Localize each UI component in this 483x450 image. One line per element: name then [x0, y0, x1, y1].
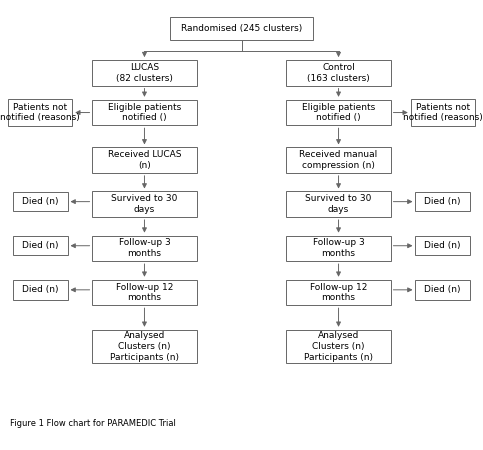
Text: Follow-up 12
months: Follow-up 12 months — [116, 283, 173, 302]
FancyBboxPatch shape — [286, 330, 391, 363]
Text: Patients not
notified (reasons): Patients not notified (reasons) — [403, 103, 483, 122]
FancyBboxPatch shape — [415, 280, 470, 300]
Text: Eligible patients
notified (): Eligible patients notified () — [302, 103, 375, 122]
FancyBboxPatch shape — [13, 280, 68, 300]
FancyBboxPatch shape — [13, 192, 68, 211]
FancyBboxPatch shape — [286, 100, 391, 126]
FancyBboxPatch shape — [286, 148, 391, 173]
FancyBboxPatch shape — [92, 330, 197, 363]
FancyBboxPatch shape — [92, 192, 197, 217]
Text: Died (n): Died (n) — [22, 285, 58, 294]
Text: Survived to 30
days: Survived to 30 days — [305, 194, 372, 214]
FancyBboxPatch shape — [415, 192, 470, 211]
FancyBboxPatch shape — [92, 100, 197, 126]
Text: Received LUCAS
(n): Received LUCAS (n) — [108, 150, 181, 170]
Text: Follow-up 12
months: Follow-up 12 months — [310, 283, 367, 302]
Text: Patients not
notified (reasons): Patients not notified (reasons) — [0, 103, 80, 122]
Text: Survived to 30
days: Survived to 30 days — [111, 194, 178, 214]
Text: Follow-up 3
months: Follow-up 3 months — [313, 238, 364, 258]
FancyBboxPatch shape — [411, 99, 475, 126]
FancyBboxPatch shape — [92, 60, 197, 86]
Text: Figure 1 Flow chart for PARAMEDIC Trial: Figure 1 Flow chart for PARAMEDIC Trial — [10, 419, 175, 428]
FancyBboxPatch shape — [92, 280, 197, 305]
FancyBboxPatch shape — [415, 236, 470, 256]
Text: Eligible patients
notified (): Eligible patients notified () — [108, 103, 181, 122]
Text: Died (n): Died (n) — [425, 285, 461, 294]
FancyBboxPatch shape — [286, 60, 391, 86]
Text: Control
(163 clusters): Control (163 clusters) — [307, 63, 370, 83]
Text: Randomised (245 clusters): Randomised (245 clusters) — [181, 24, 302, 33]
FancyBboxPatch shape — [8, 99, 72, 126]
FancyBboxPatch shape — [286, 236, 391, 261]
FancyBboxPatch shape — [286, 192, 391, 217]
Text: Analysed
Clusters (n)
Participants (n): Analysed Clusters (n) Participants (n) — [110, 331, 179, 361]
Text: Died (n): Died (n) — [425, 241, 461, 250]
FancyBboxPatch shape — [170, 17, 313, 40]
Text: Analysed
Clusters (n)
Participants (n): Analysed Clusters (n) Participants (n) — [304, 331, 373, 361]
FancyBboxPatch shape — [13, 236, 68, 256]
Text: Died (n): Died (n) — [22, 197, 58, 206]
FancyBboxPatch shape — [286, 280, 391, 305]
Text: Follow-up 3
months: Follow-up 3 months — [119, 238, 170, 258]
Text: Died (n): Died (n) — [22, 241, 58, 250]
Text: LUCAS
(82 clusters): LUCAS (82 clusters) — [116, 63, 173, 83]
Text: Died (n): Died (n) — [425, 197, 461, 206]
FancyBboxPatch shape — [92, 236, 197, 261]
Text: Received manual
compression (n): Received manual compression (n) — [299, 150, 378, 170]
FancyBboxPatch shape — [92, 148, 197, 173]
